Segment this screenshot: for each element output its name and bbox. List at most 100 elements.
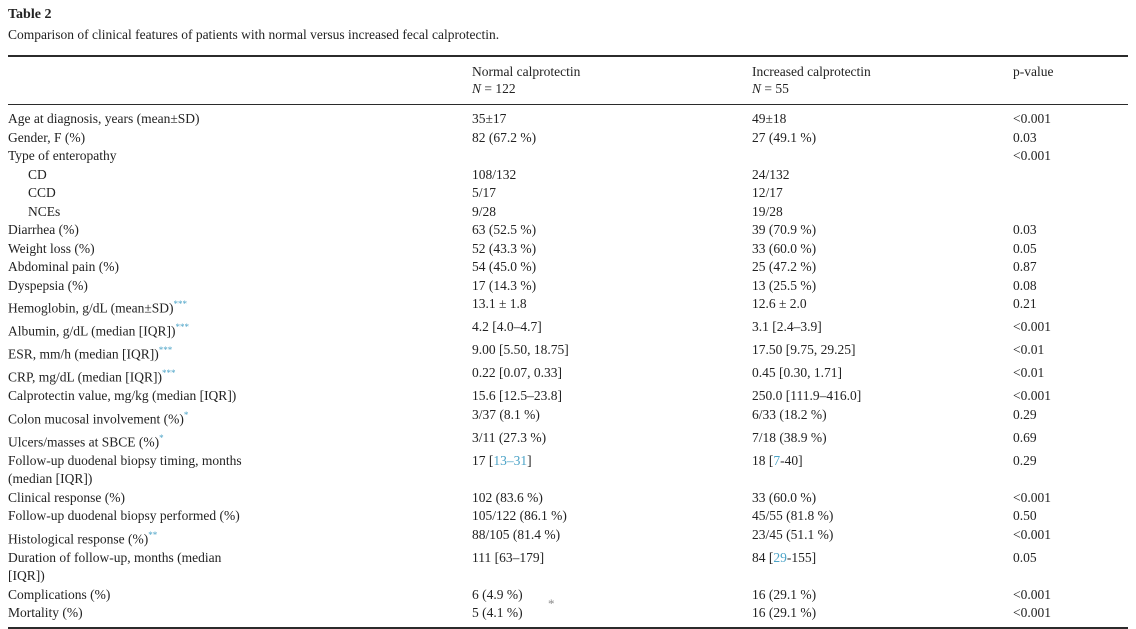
footnote-marker: *** (173, 299, 188, 309)
normal-value: 3/11 (27.3 %) (472, 429, 547, 445)
table-caption: Comparison of clinical features of patie… (8, 27, 500, 42)
column-n-increased: N = 55 (752, 80, 1013, 97)
table-row: Type of enteropathy <0.001 (8, 147, 1128, 166)
row-label: Dyspepsia (%) (8, 277, 88, 293)
p-value: <0.001 (1013, 388, 1051, 403)
row-label: Ulcers/masses at SBCE (%)* (8, 432, 164, 450)
footnote-marker: *** (175, 322, 189, 332)
footnote-marker: *** (158, 345, 173, 355)
increased-value: 27 (49.1 %) (752, 129, 817, 145)
row-label: Weight loss (%) (8, 240, 95, 256)
row-label: CRP, mg/dL (median [IQR])*** (8, 368, 176, 385)
row-label: Calprotectin value, mg/kg (median [IQR]) (8, 388, 237, 403)
column-title-increased: Increased calprotectin (752, 64, 871, 79)
normal-value: 13.1 ± 1.8 (472, 296, 527, 311)
normal-value: 5 (4.1 %) (472, 605, 523, 620)
p-value: <0.01 (1013, 365, 1045, 380)
normal-value: 17 [13–31] (472, 452, 532, 468)
column-header-increased: Increased calprotectin N = 55 (752, 56, 1013, 105)
highlighted-range: 29 (773, 549, 787, 565)
table-row: Abdominal pain (%) 54 (45.0 %) 25 (47.2 %)… (8, 258, 1128, 277)
p-value: 0.87 (1013, 259, 1037, 274)
row-label: Diarrhea (%) (8, 222, 79, 237)
p-value (1013, 166, 1128, 185)
increased-value: 39 (70.9 %) (752, 222, 817, 237)
normal-value: 105/122 (86.1 %) (472, 508, 567, 523)
row-label: Histological response (%)** (8, 529, 158, 547)
table-row: Hemoglobin, g/dL (mean±SD)*** 13.1 ± 1.8 1… (8, 295, 1128, 318)
n-symbol: N (472, 81, 482, 96)
increased-value: 45/55 (81.8 %) (752, 508, 834, 523)
row-label: NCEs (28, 203, 61, 219)
table-row: Gender, F (%) 82 (67.2 %) 27 (49.1 %) 0.03 (8, 129, 1128, 148)
row-label: ESR, mm/h (median [IQR])*** (8, 345, 173, 362)
p-value: <0.001 (1013, 319, 1051, 334)
table-row: CRP, mg/dL (median [IQR])*** 0.22 [0.07, … (8, 364, 1128, 387)
normal-value: 9/28 (472, 203, 497, 219)
column-header-feature (8, 56, 472, 105)
normal-value: 35±17 (472, 111, 507, 126)
footnote-marker: ** (148, 529, 158, 540)
table-row: Colon mucosal involvement (%)* 3/37 (8.1 … (8, 406, 1128, 429)
increased-value: 12/17 (752, 185, 783, 200)
highlighted-range: 13–31 (493, 452, 528, 468)
normal-value: 17 (14.3 %) (472, 277, 537, 293)
footnote-marker: * (183, 409, 189, 420)
footnote-fragment: * (548, 597, 555, 604)
table-row: Follow-up duodenal biopsy timing, months… (8, 452, 1128, 489)
p-value: 0.03 (1013, 129, 1037, 145)
table-title: Table 2 (8, 7, 52, 22)
p-value: 0.50 (1013, 508, 1037, 523)
row-label: Type of enteropathy (8, 148, 117, 163)
p-value: 0.05 (1013, 240, 1037, 256)
increased-value: 12.6 ± 2.0 (752, 296, 807, 311)
row-label: Follow-up duodenal biopsy timing, months… (8, 452, 242, 487)
table-container: Table 2 Comparison of clinical features … (8, 7, 1129, 629)
normal-value: 54 (45.0 %) (472, 259, 537, 274)
table-row: Age at diagnosis, years (mean±SD) 35±17 49… (8, 105, 1128, 129)
p-value: 0.29 (1013, 406, 1037, 422)
header-row: Normal calprotectin N = 122 Increased ca… (8, 56, 1128, 105)
p-value (1013, 184, 1128, 203)
table-row: Clinical response (%) 102 (83.6 %) 33 (60.… (8, 489, 1128, 508)
increased-value: 250.0 [111.9–416.0] (752, 388, 862, 403)
footnote-marker: * (159, 432, 164, 443)
increased-value: 23/45 (51.1 %) (752, 526, 834, 542)
table-body: Age at diagnosis, years (mean±SD) 35±17 49… (8, 105, 1128, 628)
increased-value: 0.45 [0.30, 1.71] (752, 365, 842, 380)
increased-value: 33 (60.0 %) (752, 489, 817, 505)
p-value: 0.21 (1013, 296, 1037, 311)
p-value: <0.001 (1013, 489, 1051, 505)
n-symbol: N (752, 81, 762, 96)
row-label: Albumin, g/dL (median [IQR])*** (8, 322, 189, 339)
row-label: Follow-up duodenal biopsy performed (%) (8, 508, 240, 523)
table-row: CD 108/132 24/132 (8, 166, 1128, 185)
normal-value: 5/17 (472, 185, 497, 200)
column-n-normal: N = 122 (472, 80, 752, 97)
p-value: <0.001 (1013, 526, 1051, 542)
row-label: Colon mucosal involvement (%)* (8, 409, 189, 427)
increased-value: 25 (47.2 %) (752, 259, 817, 274)
table-row: Follow-up duodenal biopsy performed (%) 1… (8, 507, 1128, 526)
table-row: Calprotectin value, mg/kg (median [IQR])… (8, 387, 1128, 406)
p-value (1013, 203, 1128, 222)
n-value: = 122 (481, 81, 516, 96)
table-row: Weight loss (%) 52 (43.3 %) 33 (60.0 %) 0.0… (8, 240, 1128, 259)
normal-value: 3/37 (8.1 %) (472, 406, 540, 422)
p-value: 0.69 (1013, 429, 1037, 445)
normal-value (472, 147, 752, 166)
row-label: Complications (%) (8, 586, 111, 602)
increased-value: 3.1 [2.4–3.9] (752, 319, 822, 334)
p-value: 0.08 (1013, 277, 1037, 293)
increased-value: 16 (29.1 %) (752, 605, 817, 620)
p-value: 0.03 (1013, 222, 1037, 237)
table-row: Diarrhea (%) 63 (52.5 %) 39 (70.9 %) 0.03 (8, 221, 1128, 240)
increased-value: 19/28 (752, 203, 783, 219)
increased-value: 16 (29.1 %) (752, 586, 817, 602)
table-row: Complications (%) 6 (4.9 %) 16 (29.1 %) <0.… (8, 586, 1128, 605)
row-label: Duration of follow-up, months (median [I… (8, 549, 222, 584)
n-value: = 55 (761, 81, 789, 96)
normal-value: 63 (52.5 %) (472, 222, 537, 237)
highlighted-range: 7 (773, 452, 781, 468)
normal-value: 0.22 [0.07, 0.33] (472, 365, 562, 380)
